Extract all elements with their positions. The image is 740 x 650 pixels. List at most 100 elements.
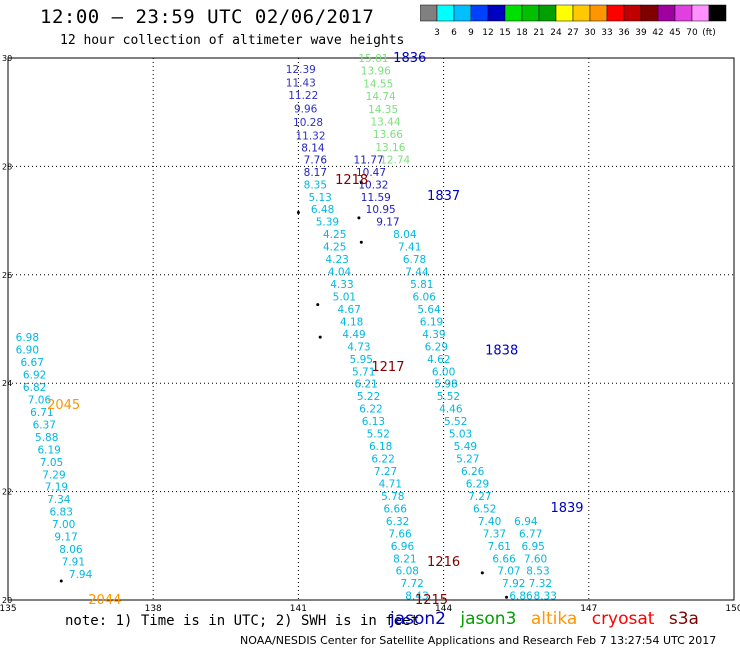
swh-value: 7.91 [62,557,85,569]
x-tick-label: 135 [0,604,17,614]
swh-value: 6.08 [396,566,419,578]
colorbar-label: 9 [468,28,474,38]
swh-value: 6.19 [37,444,60,456]
swh-value: 5.95 [350,354,373,366]
swh-value: 6.94 [514,516,538,528]
swh-value: 4.39 [422,329,445,341]
swh-value: 7.27 [468,491,491,503]
swh-value: 6.66 [384,503,408,515]
colorbar-label: 70 [686,28,698,38]
swh-value: 4.67 [338,304,361,316]
swh-value: 7.94 [69,569,93,581]
swh-value: 5.81 [410,279,433,291]
swh-value: 7.32 [529,578,552,590]
swh-value: 12.39 [286,64,316,76]
swh-value: 6.77 [519,528,542,540]
island-mark [316,303,320,307]
legend-s3a: s3a [668,609,699,629]
track-label: 1839 [550,501,583,516]
swh-value: 6.86 [509,591,533,603]
swh-value: 7.92 [502,578,525,590]
swh-value: 7.66 [388,528,412,540]
swh-value: 14.55 [363,78,393,90]
swh-value: 8.17 [304,167,327,179]
colorbar-label: 3 [434,28,440,38]
swh-value: 7.29 [42,469,65,481]
swh-value: 9.96 [294,103,318,115]
legend-altika: altika [530,609,578,629]
satellite-legend: jason2 jason3 altika cryosat s3a [390,609,708,629]
swh-value: 6.18 [369,441,392,453]
swh-value: 11.77 [354,154,384,166]
swh-value: 9.17 [376,217,399,229]
y-tick-label: 26 [2,271,12,280]
swh-value: 6.37 [33,419,56,431]
y-tick-label: 24 [2,379,12,388]
swh-value: 7.61 [488,541,511,553]
swh-value: 10.32 [358,179,388,191]
swh-value: 5.39 [316,217,339,229]
swh-value: 6.52 [473,503,496,515]
track-label: 1837 [427,189,460,204]
island-mark [296,210,300,214]
swh-value: 5.52 [437,391,460,403]
swh-value: 13.96 [361,65,391,77]
swh-value: 4.49 [342,329,365,341]
swh-value: 6.29 [466,478,489,490]
swh-value: 7.44 [405,267,429,279]
colorbar-label: 45 [669,28,680,38]
swh-value: 7.76 [304,154,328,166]
swh-value: 7.05 [40,457,63,469]
legend-cryosat: cryosat [591,609,655,629]
island-mark [359,181,363,185]
swh-value: 5.01 [333,291,356,303]
swh-value: 6.92 [23,370,46,382]
swh-value: 4.23 [325,254,348,266]
swh-value: 7.40 [478,516,501,528]
page-title: 12:00 – 23:59 UTC 02/06/2017 [40,6,375,28]
swh-value: 6.32 [386,516,409,528]
x-tick-label: 141 [290,604,307,614]
swh-value: 13.44 [370,116,400,128]
swh-value: 6.83 [50,507,73,519]
track-label: 1218 [335,173,368,188]
colorbar-label: 36 [618,28,630,38]
swh-value: 6.96 [391,541,415,553]
swh-value: 6.00 [432,366,455,378]
swh-value: 5.13 [308,192,331,204]
track-label: 1217 [371,360,404,375]
swh-value: 6.67 [21,357,44,369]
swh-value: 4.46 [439,404,463,416]
x-tick-label: 150 [725,604,740,614]
track-label: 2044 [88,593,121,608]
swh-value: 4.25 [323,229,346,241]
swh-value: 4.73 [347,341,370,353]
swh-value: 8.04 [393,229,417,241]
swh-value: 6.22 [359,404,382,416]
swh-value: 6.66 [492,553,516,565]
swh-value: 15.01 [358,53,388,65]
swh-value: 5.71 [352,366,375,378]
swh-value: 6.71 [30,407,53,419]
swh-value: 7.00 [52,519,75,531]
x-tick-label: 147 [580,604,597,614]
swh-value: 4.62 [427,354,450,366]
swh-value: 9.17 [54,532,77,544]
swh-value: 6.29 [425,341,448,353]
colorbar-label: 27 [567,28,578,38]
swh-value: 7.07 [497,566,520,578]
island-mark [318,335,322,339]
swh-value: 5.52 [367,429,390,441]
colorbar-label: 21 [533,28,544,38]
x-tick-label: 144 [435,604,452,614]
swh-value: 10.28 [293,117,323,129]
swh-value: 6.13 [362,416,385,428]
swh-value: 5.64 [417,304,441,316]
colorbar-label: 42 [652,28,663,38]
swh-value: 10.47 [356,167,386,179]
swh-value: 7.27 [374,466,397,478]
colorbar-label: 33 [601,28,612,38]
y-tick-label: 20 [2,596,12,605]
track-label: 2045 [47,398,80,413]
footer-credit: NOAA/NESDIS Center for Satellite Applica… [240,634,717,647]
